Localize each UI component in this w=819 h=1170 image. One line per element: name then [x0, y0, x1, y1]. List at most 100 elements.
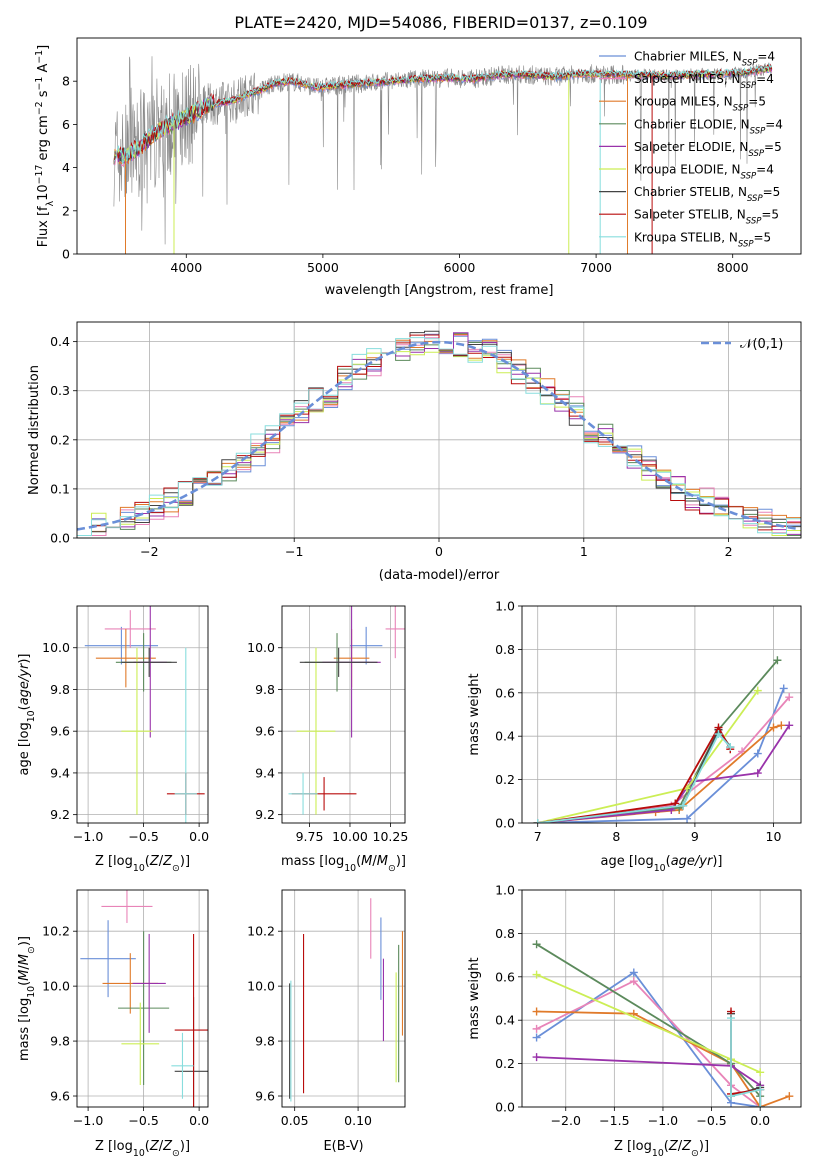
legend-entry: Chabrier MILES, NSSP=4 — [634, 50, 775, 69]
axes-frame — [76, 889, 209, 1108]
x-tick-label: 0.05 — [281, 1113, 309, 1128]
series-marker-chabrier_elodie — [532, 940, 541, 949]
axes-frame — [521, 605, 802, 824]
y-tick-label: 10.2 — [247, 924, 275, 939]
y-axis-label: mass weight — [467, 673, 482, 755]
x-axis-label: (data-model)/error — [379, 568, 500, 583]
series-marker-chabrier_miles — [753, 749, 762, 758]
x-axis-label: wavelength [Angstrom, rest frame] — [325, 283, 554, 298]
series-marker-salpeter_elodie — [532, 1053, 541, 1062]
y-tick-label: 0.0 — [50, 531, 70, 546]
histogram-kroupa_stelib — [77, 337, 801, 536]
y-tick-label: 4 — [62, 160, 70, 175]
plot-area — [113, 56, 773, 254]
y-axis-label: mass [log10(M/M⊙)] — [17, 936, 37, 1061]
y-tick-label: 0.0 — [495, 1100, 515, 1115]
y-tick-label: 0.3 — [50, 383, 70, 398]
y-axis-label: Normed distribution — [27, 365, 42, 495]
plot-area — [289, 898, 404, 1102]
y-tick-label: 1.0 — [495, 883, 515, 898]
axes-frame — [76, 605, 209, 824]
y-tick-label: 0.4 — [495, 1013, 515, 1028]
panel-age_vs_mass: 9.75 10.00 10.25 9.2 9.4 9.6 9.8 10.0 mass [log1… — [247, 605, 409, 874]
axes-frame — [521, 889, 802, 1108]
panel-spectrum: 4000 5000 6000 7000 8000 0 2 4 6 8 wavelength [Ang… — [34, 37, 802, 298]
legend-entry: Salpeter STELIB, NSSP=5 — [634, 208, 779, 227]
series-marker-salpeter_elodie — [785, 721, 794, 730]
plot-area — [84, 606, 205, 823]
x-tick-label: −2.0 — [551, 1113, 581, 1128]
plot-area — [77, 330, 801, 536]
x-tick-label: 0.10 — [344, 1113, 372, 1128]
y-tick-label: 0.6 — [495, 969, 515, 984]
y-tick-label: 9.6 — [50, 1089, 70, 1104]
legend-entry: Kroupa MILES, NSSP=5 — [634, 95, 766, 114]
series-line-kroupa_elodie — [537, 690, 759, 823]
x-tick-label: −0.5 — [128, 1113, 158, 1128]
x-tick-label: 10 — [766, 829, 782, 844]
series-line-chabrier_miles — [537, 688, 785, 823]
x-axis-label: E(B-V) — [323, 1139, 363, 1154]
series-marker-salpeter_miles — [785, 693, 794, 702]
x-tick-label: −1.0 — [73, 1113, 103, 1128]
series-marker-kroupa_miles — [532, 1007, 541, 1016]
y-tick-label: 9.6 — [255, 724, 275, 739]
spectrum-model-kroupa_stelib — [113, 63, 773, 165]
x-tick-label: −0.5 — [128, 829, 158, 844]
legend-entry: Kroupa ELODIE, NSSP=4 — [634, 163, 774, 182]
x-tick-label: −1.0 — [73, 829, 103, 844]
x-axis-label: Z [log10(Z/Z⊙)] — [614, 1139, 709, 1159]
y-tick-label: 9.6 — [255, 1089, 275, 1104]
x-tick-label: 9.75 — [296, 829, 324, 844]
axes-frame — [76, 37, 802, 255]
y-tick-label: 9.8 — [255, 1034, 275, 1049]
series-marker-salpeter_miles — [532, 1024, 541, 1033]
y-tick-label: 10.0 — [42, 640, 70, 655]
x-tick-label: 10.25 — [373, 829, 409, 844]
series-marker-chabrier_miles — [779, 684, 788, 693]
x-tick-label: 7 — [534, 829, 542, 844]
legend-entry: Salpeter ELODIE, NSSP=5 — [634, 140, 782, 159]
series-marker-kroupa_stelib — [727, 1014, 736, 1023]
series-marker-kroupa_stelib — [533, 819, 542, 823]
legend-entry: Salpeter MILES, NSSP=4 — [634, 72, 774, 91]
y-tick-label: 9.6 — [50, 724, 70, 739]
panel-weight_vs_age: 7 8 9 10 0.0 0.2 0.4 0.6 0.8 1.0 mass weight age [l… — [467, 599, 802, 874]
series-line-kroupa_elodie — [536, 973, 761, 1074]
series-marker-chabrier_elodie — [773, 656, 782, 665]
x-tick-label: −1.5 — [599, 1113, 629, 1128]
series-marker-kroupa_stelib — [679, 801, 688, 810]
y-tick-label: 10.0 — [247, 640, 275, 655]
y-tick-label: 9.8 — [50, 682, 70, 697]
series-marker-kroupa_elodie — [753, 686, 762, 695]
y-tick-label: 0.6 — [495, 685, 515, 700]
y-tick-label: 9.8 — [255, 682, 275, 697]
legend-entry: 𝒩(0,1) — [740, 337, 783, 352]
x-tick-label: 8000 — [717, 260, 749, 275]
spectrum-data-line — [113, 56, 773, 245]
x-axis-label: Z [log10(Z/Z⊙)] — [95, 1139, 190, 1159]
histogram-kroupa_elodie — [77, 350, 801, 536]
series-marker-salpeter_miles — [629, 977, 638, 986]
series-marker-salpeter_elodie — [753, 769, 762, 778]
series-marker-kroupa_stelib — [714, 730, 723, 739]
series-marker-kroupa_elodie — [756, 1068, 765, 1077]
legend-entry: Chabrier ELODIE, NSSP=4 — [634, 117, 783, 136]
y-tick-label: 9.8 — [50, 1034, 70, 1049]
x-tick-label: −2 — [140, 544, 158, 559]
x-tick-label: 9 — [691, 829, 699, 844]
plot-area — [532, 940, 794, 1107]
series-line-kroupa_stelib — [730, 1018, 762, 1107]
x-axis-label: age [log10(age/yr)] — [600, 854, 722, 874]
x-tick-label: 5000 — [307, 260, 339, 275]
series-line-kroupa_stelib — [537, 732, 731, 823]
series-marker-kroupa_miles — [769, 723, 778, 732]
y-axis-label: mass weight — [467, 957, 482, 1039]
y-tick-label: 6 — [62, 117, 70, 132]
x-tick-label: 1 — [580, 544, 588, 559]
axes-frame — [76, 321, 802, 539]
x-tick-label: −1.0 — [648, 1113, 678, 1128]
y-tick-label: 9.4 — [50, 765, 70, 780]
y-tick-label: 9.4 — [255, 765, 275, 780]
